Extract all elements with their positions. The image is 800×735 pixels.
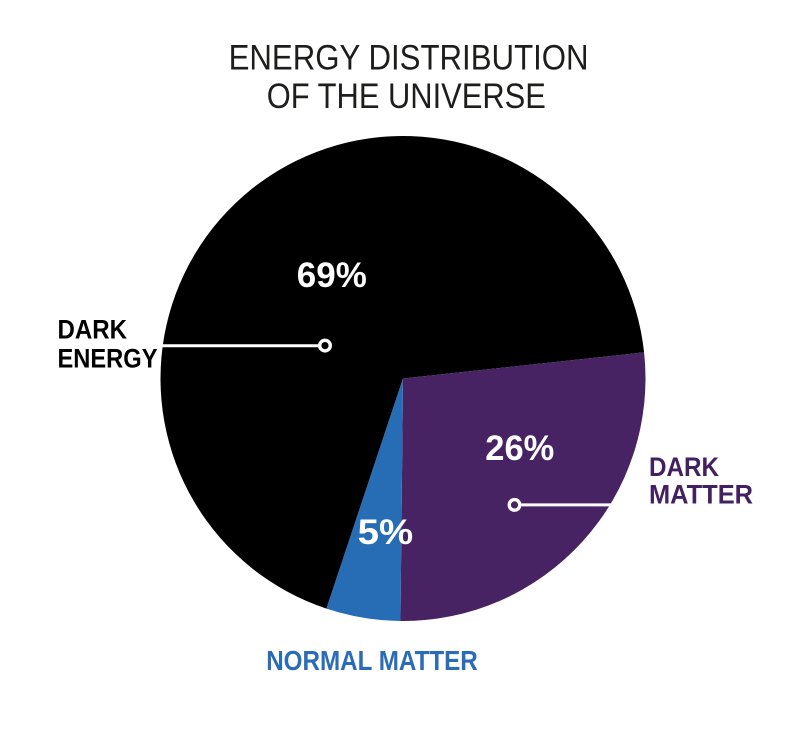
svg-text:26%: 26% [485,429,554,468]
svg-text:ENERGY DISTRIBUTION: ENERGY DISTRIBUTION [229,38,589,78]
svg-text:MATTER: MATTER [649,480,753,510]
svg-text:ENERGY: ENERGY [58,344,158,374]
svg-text:DARK: DARK [58,315,128,345]
svg-text:5%: 5% [358,513,414,552]
svg-text:DARK: DARK [649,452,719,482]
svg-text:69%: 69% [297,256,367,295]
svg-text:OF THE UNIVERSE: OF THE UNIVERSE [267,76,546,116]
svg-text:NORMAL MATTER: NORMAL MATTER [266,645,478,676]
